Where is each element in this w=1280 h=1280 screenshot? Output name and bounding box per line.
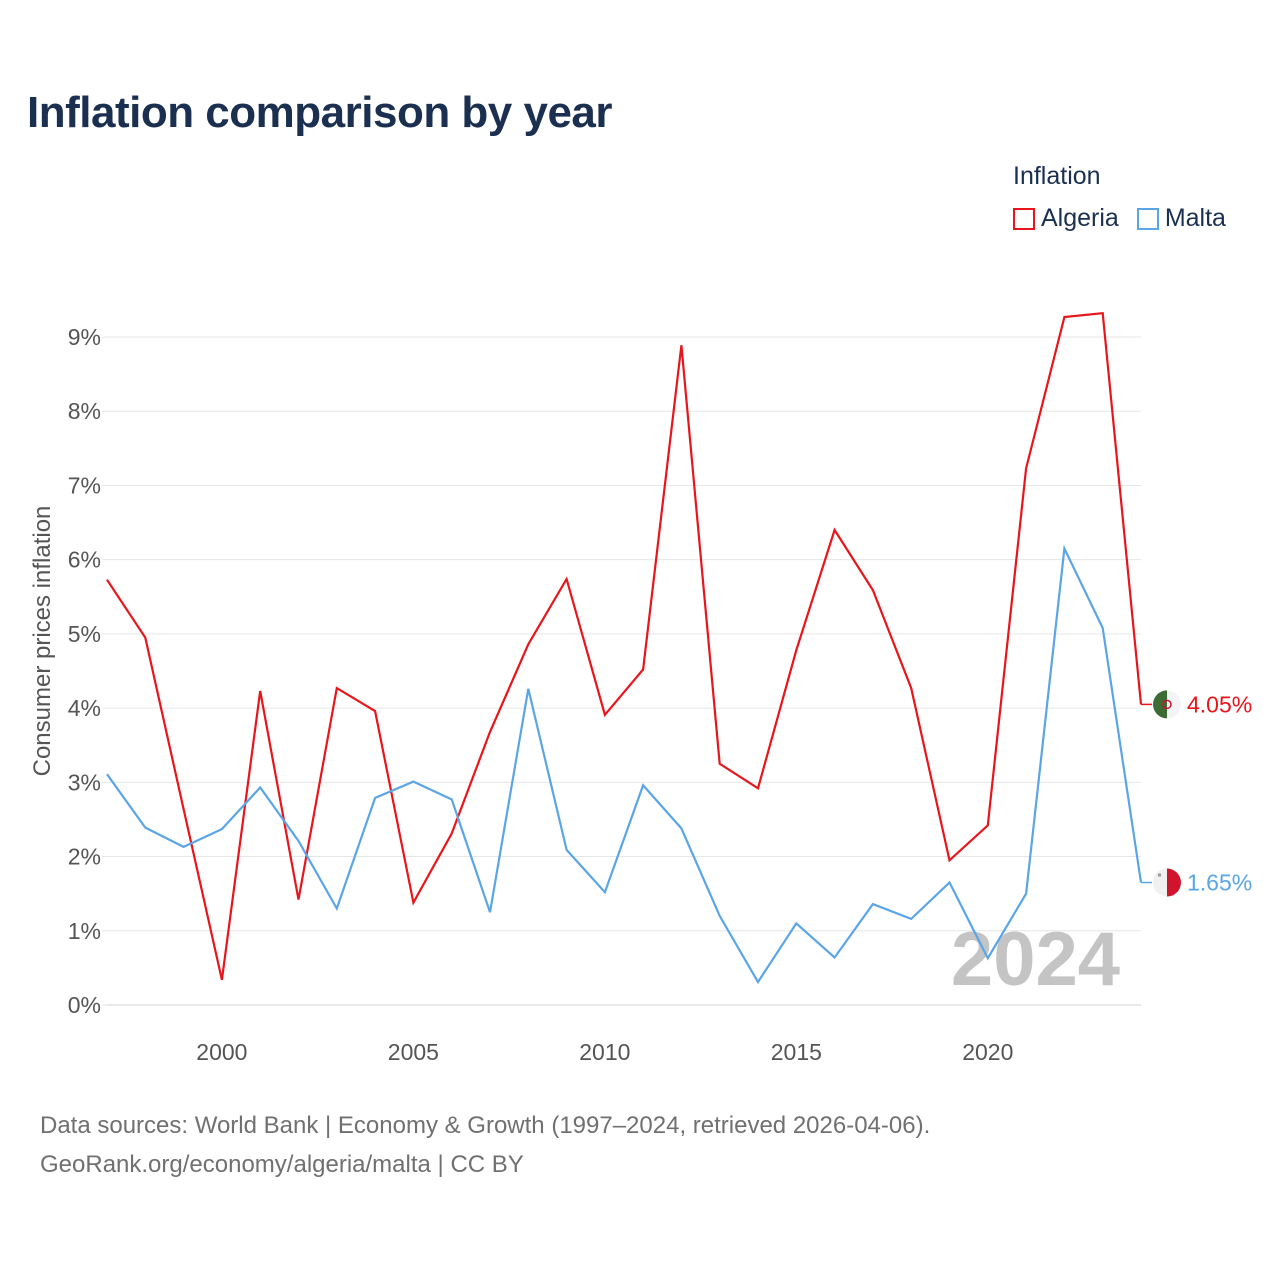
- y-tick-label: 2%: [68, 844, 101, 870]
- legend-swatch-algeria: [1013, 207, 1035, 230]
- x-tick-label: 2005: [388, 1039, 439, 1065]
- chart-title: Inflation comparison by year: [27, 88, 613, 137]
- legend-title: Inflation: [1013, 162, 1101, 190]
- y-tick-label: 8%: [68, 398, 101, 424]
- y-tick-label: 1%: [68, 918, 101, 944]
- end-value-label-algeria: 4.05%: [1187, 691, 1252, 717]
- algeria-flag-icon: [1153, 690, 1181, 719]
- y-tick-label: 7%: [68, 472, 101, 498]
- y-tick-label: 5%: [68, 621, 101, 647]
- malta-flag-icon: [1153, 868, 1181, 897]
- x-tick-label: 2010: [579, 1039, 630, 1065]
- series-line-algeria: [106, 311, 1143, 981]
- attribution-text: GeoRank.org/economy/algeria/malta | CC B…: [40, 1151, 524, 1178]
- data-source-text: Data sources: World Bank | Economy & Gro…: [40, 1112, 931, 1139]
- legend-item-malta[interactable]: Malta: [1136, 204, 1226, 233]
- y-tick-label: 9%: [68, 324, 101, 350]
- y-tick-label: 4%: [68, 695, 101, 721]
- legend-label-algeria: Algeria: [1041, 204, 1119, 232]
- x-tick-label: 2015: [771, 1039, 822, 1065]
- y-tick-label: 0%: [68, 992, 101, 1018]
- x-tick-label: 2020: [962, 1039, 1013, 1065]
- legend-swatch-malta: [1136, 207, 1159, 230]
- legend: Algeria Malta: [1013, 204, 1226, 233]
- legend-label-malta: Malta: [1164, 204, 1226, 232]
- year-watermark: 2024: [951, 917, 1120, 1002]
- end-value-label-malta: 1.65%: [1187, 870, 1252, 896]
- footer: Data sources: World Bank | Economy & Gro…: [40, 1106, 930, 1184]
- y-axis-label: Consumer prices inflation: [29, 506, 56, 777]
- y-tick-label: 6%: [68, 547, 101, 573]
- y-tick-label: 3%: [68, 769, 101, 795]
- legend-item-algeria[interactable]: Algeria: [1013, 204, 1119, 233]
- x-tick-label: 2000: [196, 1039, 247, 1065]
- series-line-malta: [106, 544, 1143, 985]
